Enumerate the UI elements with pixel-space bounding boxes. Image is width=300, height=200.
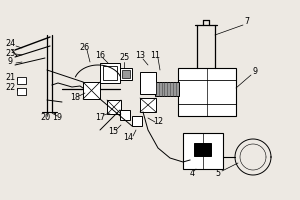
Text: 20: 20 [40, 114, 50, 122]
Bar [17, 88, 26, 95]
Text: 25: 25 [119, 53, 129, 62]
Text: 18: 18 [70, 94, 80, 102]
Text: 9: 9 [8, 58, 13, 66]
Bar [83, 82, 100, 99]
Bar [194, 143, 211, 156]
Text: 7: 7 [244, 18, 250, 26]
Bar [140, 72, 156, 94]
Bar [103, 66, 117, 80]
Text: 14: 14 [123, 134, 133, 142]
Text: 21: 21 [5, 72, 15, 82]
Bar [107, 100, 121, 114]
Text: 22: 22 [5, 84, 15, 92]
Bar [178, 68, 236, 116]
Text: 26: 26 [79, 43, 89, 51]
Text: 11: 11 [150, 50, 160, 60]
Bar [155, 82, 179, 96]
Bar [140, 98, 156, 112]
Text: 24: 24 [5, 40, 15, 48]
Bar [120, 110, 130, 120]
Text: 23: 23 [5, 48, 15, 58]
Text: 4: 4 [190, 168, 194, 178]
Text: 5: 5 [215, 168, 220, 178]
Bar [183, 133, 223, 169]
Bar [120, 68, 132, 80]
Bar [122, 70, 130, 78]
Text: 15: 15 [108, 128, 118, 136]
Text: 17: 17 [95, 112, 105, 121]
Text: 12: 12 [153, 117, 163, 127]
Text: 9: 9 [252, 68, 258, 76]
Text: 16: 16 [95, 50, 105, 60]
Text: 13: 13 [135, 51, 145, 60]
Bar [17, 77, 26, 84]
Bar [100, 63, 120, 83]
Bar [132, 116, 142, 126]
Text: 19: 19 [52, 114, 62, 122]
